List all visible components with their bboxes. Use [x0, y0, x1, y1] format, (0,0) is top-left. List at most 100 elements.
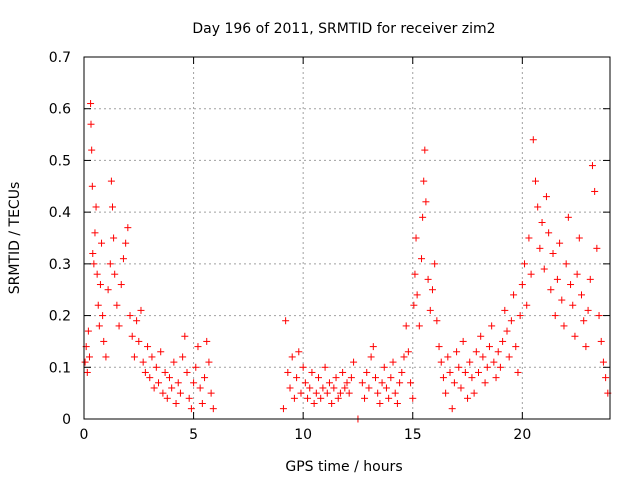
- data-point: [133, 317, 141, 325]
- data-point: [334, 394, 342, 402]
- data-point: [146, 374, 154, 382]
- data-point: [564, 213, 572, 221]
- data-point: [529, 136, 537, 144]
- y-tick-label: 0.5: [49, 153, 71, 169]
- data-point: [431, 260, 439, 268]
- data-point: [319, 384, 327, 392]
- data-point: [426, 306, 434, 314]
- y-tick-label: 0.3: [49, 257, 71, 273]
- data-point: [413, 291, 421, 299]
- data-point: [419, 213, 427, 221]
- data-point: [468, 374, 476, 382]
- data-point: [525, 234, 533, 242]
- data-point: [439, 374, 447, 382]
- data-point: [560, 322, 568, 330]
- data-point: [512, 343, 520, 351]
- data-point: [358, 379, 366, 387]
- data-point: [84, 327, 92, 335]
- data-point: [488, 322, 496, 330]
- data-point: [591, 187, 599, 195]
- data-point: [389, 358, 397, 366]
- data-point: [282, 317, 290, 325]
- data-point: [148, 353, 156, 361]
- data-point: [588, 162, 596, 170]
- data-point: [503, 327, 511, 335]
- data-point: [92, 203, 100, 211]
- data-point: [540, 265, 548, 273]
- data-point: [551, 312, 559, 320]
- data-point: [464, 394, 472, 402]
- data-point: [534, 203, 542, 211]
- data-point: [518, 281, 526, 289]
- data-point: [126, 312, 134, 320]
- data-point: [365, 384, 373, 392]
- data-point: [347, 374, 355, 382]
- data-point: [376, 399, 384, 407]
- data-point: [448, 405, 456, 413]
- data-point: [501, 306, 509, 314]
- data-point: [299, 363, 307, 371]
- data-point: [124, 224, 132, 232]
- data-point: [201, 374, 209, 382]
- data-point: [301, 379, 309, 387]
- data-point: [198, 399, 206, 407]
- data-point: [496, 363, 504, 371]
- data-point: [477, 332, 485, 340]
- data-point: [85, 353, 93, 361]
- data-point: [586, 275, 594, 283]
- data-point: [567, 281, 575, 289]
- data-point: [602, 374, 610, 382]
- data-point: [516, 312, 524, 320]
- data-point: [569, 301, 577, 309]
- data-point: [547, 286, 555, 294]
- data-point: [407, 379, 415, 387]
- data-point: [108, 203, 116, 211]
- data-point: [369, 343, 377, 351]
- data-point: [527, 270, 535, 278]
- data-point: [420, 177, 428, 185]
- data-point: [361, 394, 369, 402]
- data-point: [556, 239, 564, 247]
- data-point: [297, 389, 305, 397]
- data-point: [343, 379, 351, 387]
- data-point: [284, 368, 292, 376]
- data-point: [89, 250, 97, 258]
- data-point: [393, 399, 401, 407]
- data-point: [499, 337, 507, 345]
- data-point: [562, 260, 570, 268]
- data-point: [315, 374, 323, 382]
- data-point: [457, 384, 465, 392]
- data-point: [536, 244, 544, 252]
- data-point: [183, 368, 191, 376]
- data-point: [312, 389, 320, 397]
- data-point: [341, 384, 349, 392]
- data-point: [421, 146, 429, 154]
- data-point: [185, 394, 193, 402]
- data-point: [428, 286, 436, 294]
- data-point: [157, 348, 165, 356]
- data-point: [98, 239, 106, 247]
- data-point: [306, 384, 314, 392]
- data-point: [475, 368, 482, 376]
- data-point: [514, 368, 522, 376]
- data-point: [130, 353, 138, 361]
- data-point: [549, 250, 557, 258]
- y-tick-label: 0.4: [49, 205, 71, 221]
- data-point: [150, 384, 158, 392]
- data-point: [190, 379, 198, 387]
- data-point: [466, 358, 474, 366]
- data-point: [207, 389, 215, 397]
- data-point: [595, 312, 603, 320]
- data-point: [409, 394, 417, 402]
- data-point: [100, 337, 108, 345]
- data-point: [286, 384, 294, 392]
- data-point: [450, 379, 458, 387]
- data-point: [293, 374, 301, 382]
- data-points: [81, 100, 612, 423]
- data-point: [179, 353, 187, 361]
- data-point: [418, 255, 426, 263]
- data-point: [170, 358, 178, 366]
- data-point: [382, 384, 390, 392]
- data-point: [128, 332, 136, 340]
- data-point: [446, 368, 454, 376]
